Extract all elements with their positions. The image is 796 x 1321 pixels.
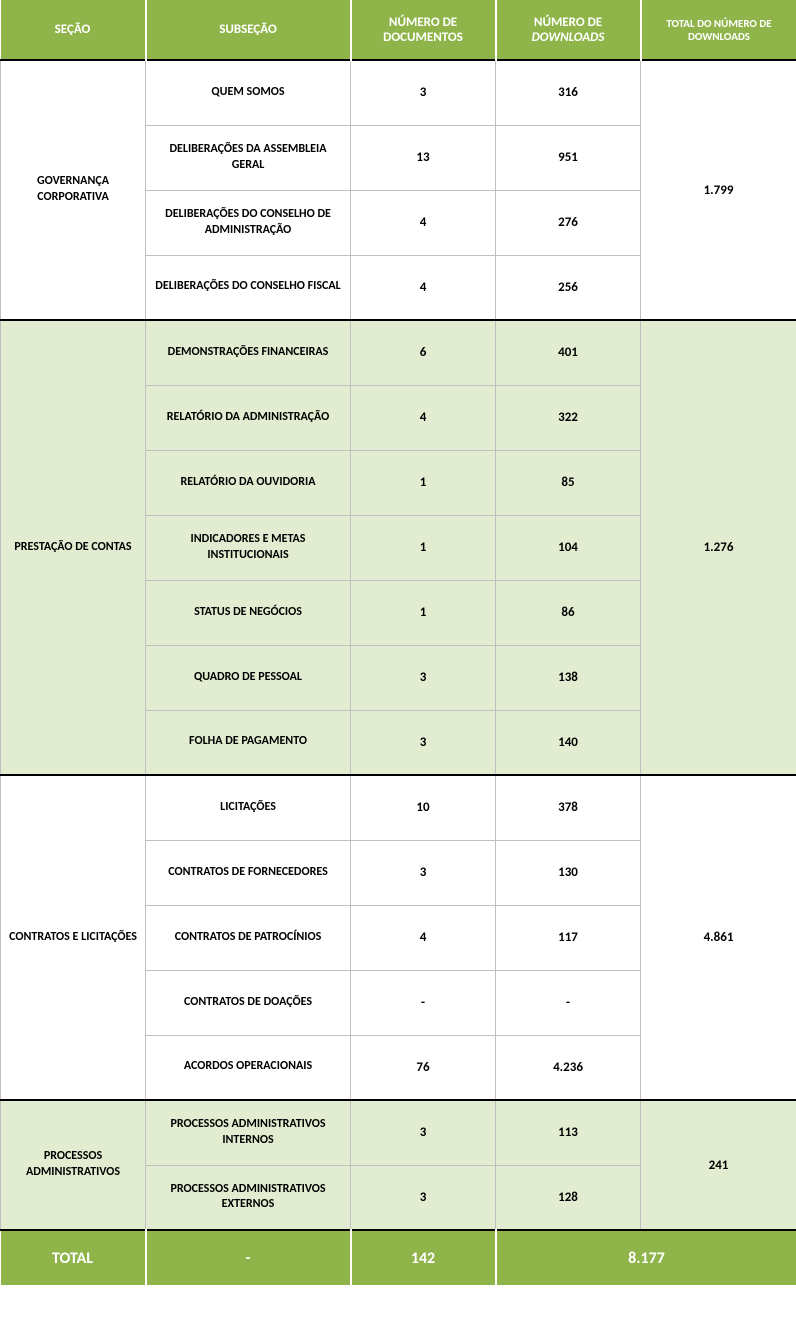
section-total-cell: 4.861 <box>641 775 796 1100</box>
section-cell: GOVERNANÇA CORPORATIVA <box>1 60 146 320</box>
downloads-cell: 378 <box>496 775 641 840</box>
docs-cell: 76 <box>351 1035 496 1100</box>
docs-cell: - <box>351 970 496 1035</box>
downloads-cell: 322 <box>496 385 641 450</box>
docs-cell: 4 <box>351 190 496 255</box>
docs-cell: 4 <box>351 255 496 320</box>
subsection-cell: RELATÓRIO DA OUVIDORIA <box>146 450 351 515</box>
header-num-downloads: NÚMERO DE DOWNLOADS <box>496 0 641 60</box>
table-row: PROCESSOS ADMINISTRATIVOSPROCESSOS ADMIN… <box>1 1100 796 1165</box>
subsection-cell: LICITAÇÕES <box>146 775 351 840</box>
downloads-cell: 85 <box>496 450 641 515</box>
header-subsecao: SUBSEÇÃO <box>146 0 351 60</box>
footer-docs: 142 <box>351 1230 496 1285</box>
docs-cell: 6 <box>351 320 496 385</box>
section-cell: CONTRATOS E LICITAÇÕES <box>1 775 146 1100</box>
downloads-cell: 951 <box>496 125 641 190</box>
docs-cell: 4 <box>351 905 496 970</box>
footer-downloads: 8.177 <box>496 1230 796 1285</box>
downloads-cell: 117 <box>496 905 641 970</box>
table-row: GOVERNANÇA CORPORATIVAQUEM SOMOS33161.79… <box>1 60 796 125</box>
section-total-cell: 241 <box>641 1100 796 1230</box>
subsection-cell: PROCESSOS ADMINISTRATIVOS EXTERNOS <box>146 1165 351 1230</box>
subsection-cell: CONTRATOS DE FORNECEDORES <box>146 840 351 905</box>
downloads-cell: 138 <box>496 645 641 710</box>
section-cell: PRESTAÇÃO DE CONTAS <box>1 320 146 775</box>
docs-cell: 10 <box>351 775 496 840</box>
downloads-cell: 113 <box>496 1100 641 1165</box>
subsection-cell: INDICADORES E METAS INSTITUCIONAIS <box>146 515 351 580</box>
downloads-cell: 140 <box>496 710 641 775</box>
subsection-cell: RELATÓRIO DA ADMINISTRAÇÃO <box>146 385 351 450</box>
docs-cell: 1 <box>351 515 496 580</box>
downloads-cell: 128 <box>496 1165 641 1230</box>
subsection-cell: CONTRATOS DE PATROCÍNIOS <box>146 905 351 970</box>
subsection-cell: CONTRATOS DE DOAÇÕES <box>146 970 351 1035</box>
footer-label: TOTAL <box>1 1230 146 1285</box>
downloads-table: SEÇÃO SUBSEÇÃO NÚMERO DE DOCUMENTOS NÚME… <box>0 0 796 1285</box>
subsection-cell: PROCESSOS ADMINISTRATIVOS INTERNOS <box>146 1100 351 1165</box>
downloads-cell: 130 <box>496 840 641 905</box>
header-downloads-line2: DOWNLOADS <box>532 30 605 45</box>
table-footer: TOTAL - 142 8.177 <box>1 1230 796 1285</box>
downloads-cell: - <box>496 970 641 1035</box>
docs-cell: 3 <box>351 645 496 710</box>
subsection-cell: QUADRO DE PESSOAL <box>146 645 351 710</box>
downloads-cell: 401 <box>496 320 641 385</box>
downloads-cell: 316 <box>496 60 641 125</box>
docs-cell: 3 <box>351 1100 496 1165</box>
subsection-cell: DELIBERAÇÕES DO CONSELHO DE ADMINISTRAÇÃ… <box>146 190 351 255</box>
downloads-cell: 86 <box>496 580 641 645</box>
downloads-cell: 256 <box>496 255 641 320</box>
section-total-cell: 1.276 <box>641 320 796 775</box>
section-total-cell: 1.799 <box>641 60 796 320</box>
subsection-cell: FOLHA DE PAGAMENTO <box>146 710 351 775</box>
docs-cell: 13 <box>351 125 496 190</box>
table-row: PRESTAÇÃO DE CONTASDEMONSTRAÇÕES FINANCE… <box>1 320 796 385</box>
docs-cell: 1 <box>351 580 496 645</box>
docs-cell: 3 <box>351 710 496 775</box>
header-total-downloads: TOTAL DO NÚMERO DE DOWNLOADS <box>641 0 796 60</box>
header-downloads-line1: NÚMERO DE <box>534 15 602 30</box>
downloads-cell: 104 <box>496 515 641 580</box>
subsection-cell: DELIBERAÇÕES DA ASSEMBLEIA GERAL <box>146 125 351 190</box>
section-cell: PROCESSOS ADMINISTRATIVOS <box>1 1100 146 1230</box>
subsection-cell: STATUS DE NEGÓCIOS <box>146 580 351 645</box>
table-body: GOVERNANÇA CORPORATIVAQUEM SOMOS33161.79… <box>1 60 796 1230</box>
table-header: SEÇÃO SUBSEÇÃO NÚMERO DE DOCUMENTOS NÚME… <box>1 0 796 60</box>
downloads-cell: 4.236 <box>496 1035 641 1100</box>
header-secao: SEÇÃO <box>1 0 146 60</box>
docs-cell: 3 <box>351 60 496 125</box>
subsection-cell: DELIBERAÇÕES DO CONSELHO FISCAL <box>146 255 351 320</box>
subsection-cell: QUEM SOMOS <box>146 60 351 125</box>
downloads-cell: 276 <box>496 190 641 255</box>
footer-subsection: - <box>146 1230 351 1285</box>
docs-cell: 4 <box>351 385 496 450</box>
header-num-docs: NÚMERO DE DOCUMENTOS <box>351 0 496 60</box>
docs-cell: 3 <box>351 1165 496 1230</box>
subsection-cell: DEMONSTRAÇÕES FINANCEIRAS <box>146 320 351 385</box>
table-row: CONTRATOS E LICITAÇÕESLICITAÇÕES103784.8… <box>1 775 796 840</box>
docs-cell: 3 <box>351 840 496 905</box>
subsection-cell: ACORDOS OPERACIONAIS <box>146 1035 351 1100</box>
docs-cell: 1 <box>351 450 496 515</box>
